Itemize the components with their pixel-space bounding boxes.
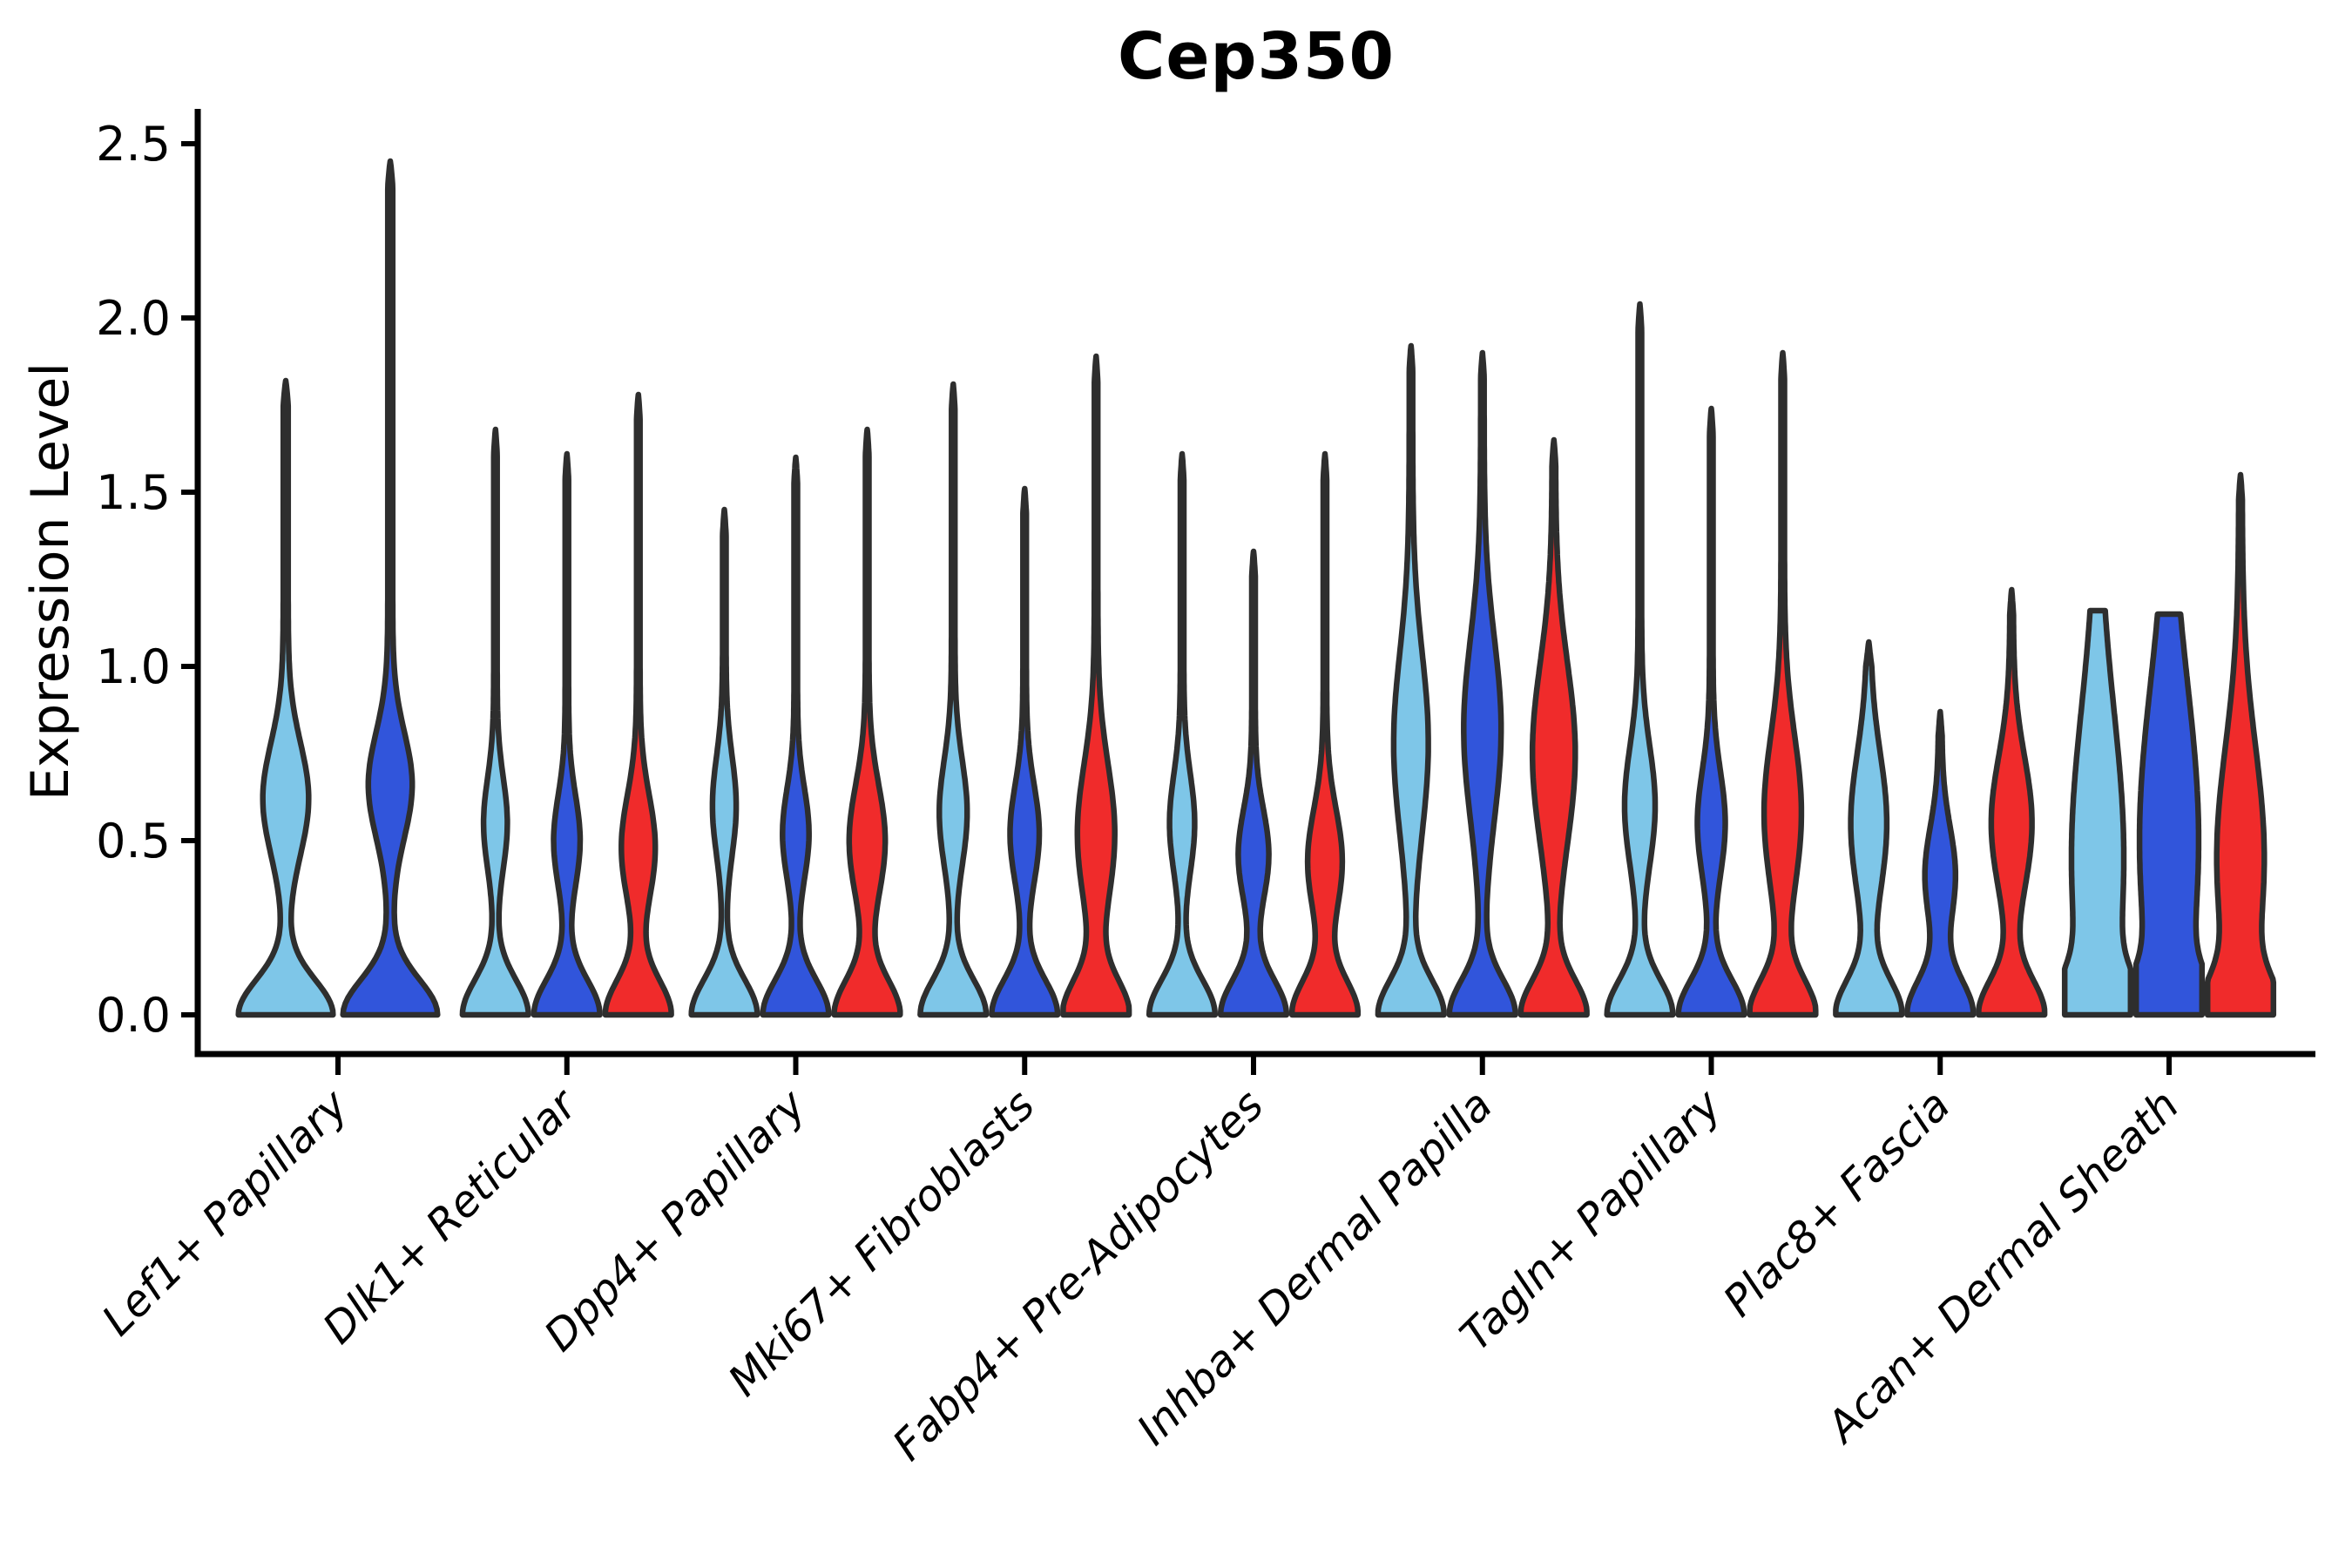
violin-royal_blue [989, 485, 1061, 1018]
violin-light_blue [2061, 607, 2134, 1018]
violin-light_blue [1604, 301, 1676, 1018]
x-tick-label: Dlk1+ Reticular [314, 1078, 588, 1353]
x-tick-label: Lef1+ Papillary [92, 1079, 358, 1345]
violin-red [1060, 353, 1132, 1018]
violin-royal_blue [760, 454, 832, 1018]
y-tick-label: 0.5 [96, 814, 171, 868]
violin-royal_blue [1446, 349, 1518, 1018]
violin-royal_blue [1904, 708, 1977, 1018]
violin-red [1747, 349, 1819, 1018]
violin-light_blue [1146, 450, 1219, 1018]
violin-royal_blue [1217, 548, 1290, 1018]
violin-red [602, 391, 674, 1018]
x-tick-label: Fabp4+ Pre-Adipocytes [883, 1080, 1274, 1470]
violin-light_blue [1833, 639, 1905, 1018]
violin-light_blue [235, 377, 336, 1018]
y-tick-label: 2.5 [96, 117, 171, 172]
y-tick-label: 1.5 [96, 465, 171, 520]
violin-royal_blue [2132, 611, 2206, 1018]
y-tick-label: 0.0 [96, 988, 171, 1043]
violin-red [1517, 436, 1590, 1018]
violin-royal_blue [340, 158, 441, 1018]
violin-red [1288, 450, 1362, 1018]
y-tick-label: 1.0 [96, 639, 171, 694]
violin-royal_blue [1675, 405, 1747, 1018]
violin-light_blue [917, 381, 990, 1018]
violin-light_blue [459, 426, 531, 1018]
violin-red [2204, 471, 2277, 1018]
violin-light_blue [688, 506, 760, 1018]
violin-red [831, 426, 903, 1018]
violin-light_blue [1375, 342, 1447, 1018]
violin-red [1976, 586, 2048, 1018]
y-tick-label: 2.0 [96, 291, 171, 346]
violin-royal_blue [531, 450, 603, 1018]
x-tick-label: Plac8+ Fascia [1713, 1080, 1959, 1326]
chart-title: Cep350 [1118, 19, 1395, 94]
